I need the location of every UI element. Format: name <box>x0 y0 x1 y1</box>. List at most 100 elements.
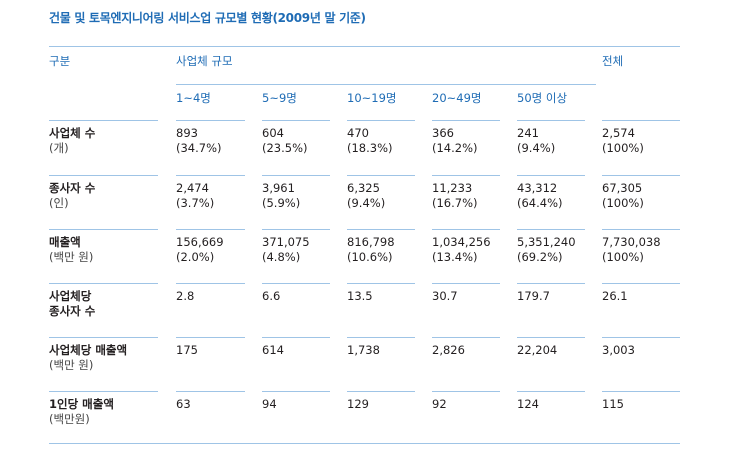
header-size-20-49: 20~49명 <box>432 91 482 105</box>
row-divider <box>432 175 500 176</box>
size-group-rule <box>176 84 596 85</box>
row-divider <box>49 229 158 230</box>
table-cell: 470 (18.3%) <box>347 126 393 155</box>
row-label-revenue-per-establishment: 사업체당 매출액 (백만 원) <box>49 343 127 373</box>
row-divider <box>262 175 330 176</box>
row-label-establishments: 사업체 수 (개) <box>49 126 95 156</box>
row-divider <box>347 229 415 230</box>
table-cell: 604 (23.5%) <box>262 126 308 155</box>
row-divider <box>432 229 500 230</box>
row-divider <box>517 175 585 176</box>
table-title: 건물 및 토목엔지니어링 서비스업 규모별 현황(2009년 말 기준) <box>49 11 366 25</box>
table-cell: 2,826 <box>432 343 465 357</box>
row-divider <box>347 391 415 392</box>
header-size-5-9: 5~9명 <box>262 91 297 105</box>
table-cell-total: 3,003 <box>602 343 635 357</box>
row-divider <box>262 391 330 392</box>
row-label-text: 사업체당 <box>49 289 92 303</box>
row-divider <box>602 283 680 284</box>
table-cell: 614 <box>262 343 284 357</box>
row-divider <box>176 391 245 392</box>
row-divider <box>432 391 500 392</box>
row-divider <box>517 283 585 284</box>
row-divider <box>347 175 415 176</box>
row-unit: (백만 원) <box>49 358 94 372</box>
table-cell: 816,798 (10.6%) <box>347 235 395 264</box>
row-divider <box>176 175 245 176</box>
row-divider <box>347 120 415 121</box>
table-cell: 179.7 <box>517 289 550 303</box>
header-size-10-19: 10~19명 <box>347 91 397 105</box>
row-divider <box>602 337 680 338</box>
table-cell: 63 <box>176 397 191 411</box>
table-cell: 129 <box>347 397 369 411</box>
header-category: 구분 <box>49 54 71 68</box>
row-divider <box>176 120 245 121</box>
row-divider <box>262 120 330 121</box>
row-divider <box>432 120 500 121</box>
header-size-group: 사업체 규모 <box>176 54 233 68</box>
header-top-rule <box>49 46 680 47</box>
row-unit: (백만원) <box>49 412 90 426</box>
row-divider <box>262 229 330 230</box>
row-divider <box>347 283 415 284</box>
table-cell: 43,312 (64.4%) <box>517 181 563 210</box>
row-divider <box>49 175 158 176</box>
table-cell-total: 115 <box>602 397 624 411</box>
row-divider <box>49 283 158 284</box>
table-cell: 11,233 (16.7%) <box>432 181 478 210</box>
row-divider <box>432 337 500 338</box>
header-size-1-4: 1~4명 <box>176 91 211 105</box>
row-unit: (백만 원) <box>49 250 94 264</box>
table-cell: 5,351,240 (69.2%) <box>517 235 576 264</box>
row-label-text: 사업체당 매출액 <box>49 343 128 357</box>
table-cell: 241 (9.4%) <box>517 126 556 155</box>
row-label-text: 사업체 수 <box>49 126 96 140</box>
table-cell-total: 26.1 <box>602 289 628 303</box>
row-divider <box>49 337 158 338</box>
row-divider <box>517 391 585 392</box>
table-cell: 94 <box>262 397 277 411</box>
table-bottom-rule <box>49 443 680 444</box>
table-cell: 175 <box>176 343 198 357</box>
table-cell: 13.5 <box>347 289 373 303</box>
table-cell: 2,474 (3.7%) <box>176 181 215 210</box>
table-cell: 1,034,256 (13.4%) <box>432 235 491 264</box>
row-label-text: 1인당 매출액 <box>49 397 114 411</box>
header-total: 전체 <box>602 54 624 68</box>
row-divider <box>49 391 158 392</box>
row-divider <box>602 391 680 392</box>
row-divider <box>602 120 680 121</box>
table-cell: 893 (34.7%) <box>176 126 222 155</box>
table-cell-total: 2,574 (100%) <box>602 126 644 155</box>
header-size-50-plus: 50명 이상 <box>517 91 568 105</box>
row-label-employees: 종사자 수 (인) <box>49 181 95 211</box>
row-divider <box>517 337 585 338</box>
row-unit: (개) <box>49 141 69 155</box>
table-cell: 366 (14.2%) <box>432 126 478 155</box>
table-cell: 2.8 <box>176 289 195 303</box>
row-divider <box>262 283 330 284</box>
row-label-text-line2: 종사자 수 <box>49 304 96 318</box>
table-cell: 156,669 (2.0%) <box>176 235 224 264</box>
row-label-text: 매출액 <box>49 235 81 249</box>
row-divider <box>602 229 680 230</box>
table-cell: 22,204 <box>517 343 558 357</box>
row-divider <box>49 120 158 121</box>
row-divider <box>432 283 500 284</box>
row-divider <box>176 283 245 284</box>
table-cell: 92 <box>432 397 447 411</box>
row-label-revenue-per-employee: 1인당 매출액 (백만원) <box>49 397 114 427</box>
table-cell: 371,075 (4.8%) <box>262 235 310 264</box>
row-divider <box>262 337 330 338</box>
table-cell: 3,961 (5.9%) <box>262 181 301 210</box>
row-label-employees-per-establishment: 사업체당 종사자 수 <box>49 289 95 319</box>
row-divider <box>602 175 680 176</box>
row-divider <box>176 229 245 230</box>
row-label-text: 종사자 수 <box>49 181 96 195</box>
table-cell-total: 7,730,038 (100%) <box>602 235 661 264</box>
table-cell: 6,325 (9.4%) <box>347 181 386 210</box>
table-cell: 6.6 <box>262 289 281 303</box>
row-divider <box>517 120 585 121</box>
row-divider <box>176 337 245 338</box>
